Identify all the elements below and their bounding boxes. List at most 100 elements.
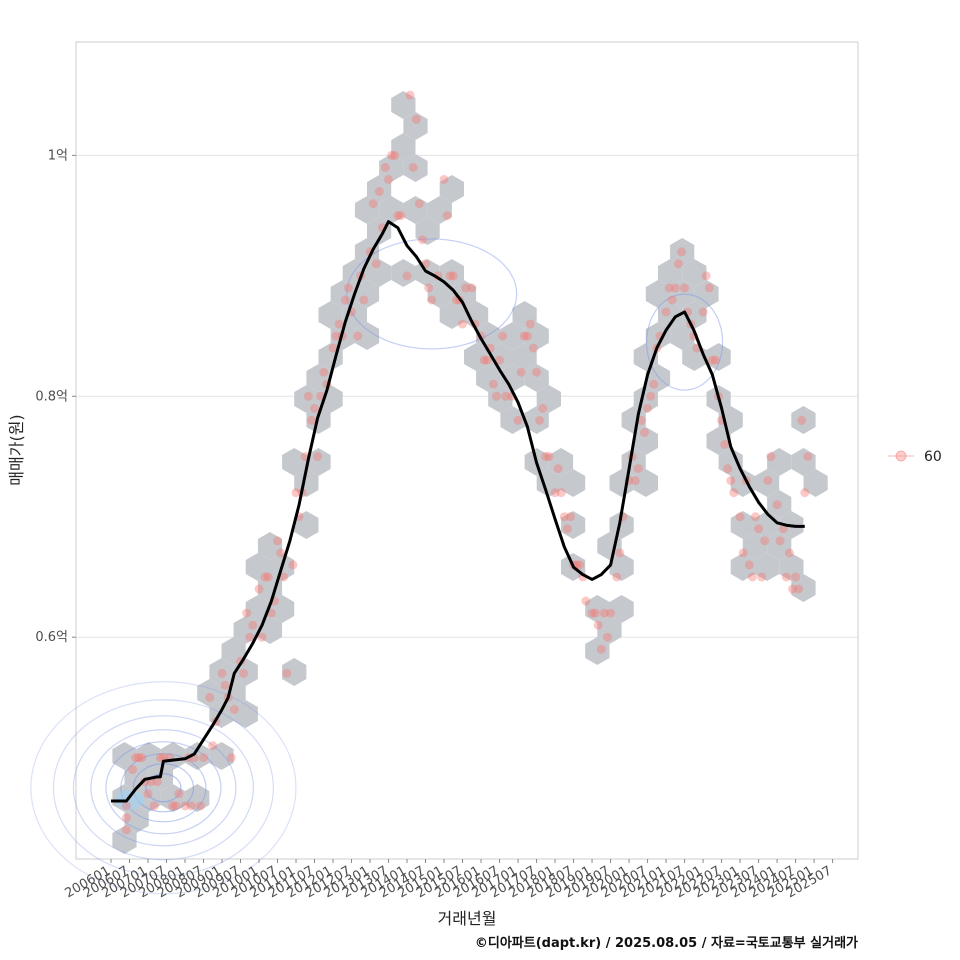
data-point bbox=[667, 295, 677, 305]
hex-cell bbox=[354, 196, 380, 224]
data-point bbox=[532, 367, 542, 377]
hex-cell bbox=[294, 469, 319, 497]
data-point bbox=[199, 753, 209, 763]
data-point bbox=[371, 259, 381, 269]
hex-cell bbox=[524, 364, 549, 392]
hex-cell bbox=[306, 364, 331, 392]
source-caption: ©디아파트(dapt.kr) / 2025.08.05 / 자료=국토교통부 실… bbox=[475, 935, 858, 951]
data-point bbox=[559, 512, 569, 522]
data-point bbox=[353, 331, 363, 341]
data-point bbox=[149, 801, 159, 811]
data-point bbox=[458, 319, 468, 329]
data-point bbox=[396, 211, 406, 221]
y-tick-label: 1억 bbox=[48, 148, 68, 163]
data-point bbox=[800, 488, 810, 498]
data-point bbox=[152, 777, 162, 787]
hex-cell bbox=[561, 511, 586, 539]
data-point bbox=[639, 427, 649, 437]
hex-cell bbox=[439, 175, 464, 203]
hex-cell bbox=[670, 280, 695, 308]
data-point bbox=[226, 753, 236, 763]
data-point bbox=[205, 692, 215, 702]
hex-cell bbox=[767, 532, 792, 560]
hex-cell bbox=[367, 259, 392, 287]
data-point bbox=[479, 355, 489, 365]
data-point bbox=[121, 801, 131, 811]
hex-cell bbox=[694, 280, 719, 308]
data-point bbox=[121, 813, 131, 823]
hex-cell bbox=[742, 532, 768, 560]
data-point bbox=[368, 199, 378, 209]
data-point bbox=[442, 211, 452, 221]
hex-cell bbox=[512, 301, 537, 329]
hex-cell bbox=[536, 469, 561, 497]
hex-cell bbox=[718, 448, 743, 476]
data-point bbox=[747, 572, 757, 582]
data-point bbox=[374, 187, 384, 197]
data-point bbox=[673, 259, 683, 269]
hex-cell bbox=[257, 532, 283, 560]
data-point bbox=[498, 331, 508, 341]
data-point bbox=[387, 150, 397, 160]
data-point bbox=[787, 584, 797, 594]
data-point bbox=[612, 572, 622, 582]
hex-cell bbox=[245, 595, 270, 623]
data-point bbox=[242, 608, 252, 618]
data-point bbox=[491, 391, 501, 401]
hex-cell bbox=[294, 385, 319, 413]
data-point bbox=[680, 283, 690, 293]
hex-cell bbox=[160, 784, 186, 812]
data-point bbox=[273, 536, 283, 546]
hex-cell bbox=[803, 469, 828, 497]
data-point bbox=[439, 174, 449, 184]
data-point bbox=[461, 283, 471, 293]
hex-cell bbox=[294, 511, 319, 539]
data-point bbox=[427, 295, 437, 305]
hex-cell bbox=[245, 553, 270, 581]
data-point bbox=[750, 512, 760, 522]
hex-cell bbox=[160, 742, 186, 770]
hex-cell bbox=[755, 553, 780, 581]
hex-cell bbox=[609, 553, 634, 581]
hex-cell bbox=[354, 238, 380, 266]
data-point bbox=[121, 825, 131, 835]
data-point bbox=[393, 211, 403, 221]
x-axis-ticks: 2006012006072007012007072008012008072009… bbox=[63, 859, 835, 901]
plot-panel bbox=[75, 41, 859, 860]
data-point bbox=[131, 753, 141, 763]
hex-cell bbox=[136, 742, 161, 770]
hex-cell bbox=[451, 280, 477, 308]
data-point bbox=[757, 572, 767, 582]
moving-average-line bbox=[111, 220, 805, 803]
data-point bbox=[791, 572, 801, 582]
data-point bbox=[661, 307, 671, 317]
data-point bbox=[331, 331, 341, 341]
data-point bbox=[310, 403, 320, 413]
data-point bbox=[541, 452, 551, 462]
data-point bbox=[528, 343, 538, 353]
data-point bbox=[180, 801, 190, 811]
hex-cell bbox=[730, 511, 755, 539]
data-point bbox=[550, 488, 560, 498]
data-point bbox=[633, 464, 643, 474]
data-point bbox=[495, 355, 505, 365]
data-point bbox=[143, 789, 153, 799]
data-point bbox=[288, 560, 298, 570]
contour-ring bbox=[120, 753, 207, 823]
data-point bbox=[664, 283, 674, 293]
data-point bbox=[760, 536, 770, 546]
data-point bbox=[445, 271, 455, 281]
hex-cell bbox=[185, 742, 210, 770]
data-point bbox=[575, 560, 585, 570]
hex-cell bbox=[318, 385, 343, 413]
contour-ring bbox=[105, 741, 222, 835]
data-point bbox=[726, 476, 736, 486]
hex-cell bbox=[536, 385, 561, 413]
hex-cell bbox=[500, 406, 525, 434]
hex-cell bbox=[403, 112, 428, 140]
data-point bbox=[803, 452, 813, 462]
data-point bbox=[781, 572, 791, 582]
hex-cell bbox=[645, 280, 671, 308]
contour-ring bbox=[645, 293, 724, 391]
